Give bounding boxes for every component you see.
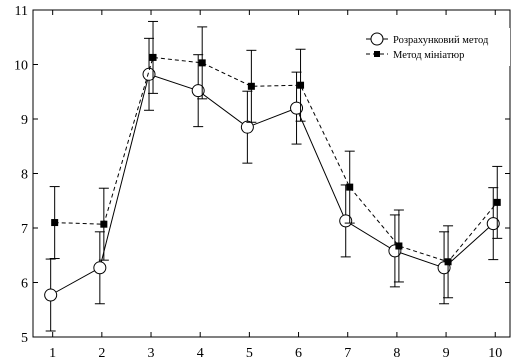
data-point bbox=[247, 82, 255, 90]
data-point bbox=[290, 101, 304, 115]
x-tick-label: 10 bbox=[488, 346, 502, 361]
data-point bbox=[149, 53, 157, 61]
legend-marker-series-2 bbox=[374, 51, 380, 57]
y-tick-label: 9 bbox=[21, 113, 28, 128]
legend: Розрахунковий метод Метод мініатюр bbox=[362, 28, 510, 66]
x-tick-label: 8 bbox=[393, 346, 400, 361]
x-tick-label: 3 bbox=[148, 346, 155, 361]
y-tick-label: 5 bbox=[21, 331, 28, 346]
series-line bbox=[54, 56, 498, 263]
legend-label-series-1: Розрахунковий метод bbox=[393, 35, 489, 46]
data-point bbox=[339, 214, 353, 228]
data-point bbox=[51, 219, 59, 227]
x-tick-label: 9 bbox=[443, 346, 450, 361]
y-tick-label: 7 bbox=[21, 222, 28, 237]
x-tick-label: 4 bbox=[197, 346, 204, 361]
x-tick-label: 6 bbox=[295, 346, 302, 361]
data-point bbox=[346, 183, 354, 191]
x-tick-label: 5 bbox=[246, 346, 253, 361]
data-point bbox=[240, 120, 254, 134]
y-tick-label: 10 bbox=[14, 59, 28, 74]
y-tick-label: 8 bbox=[21, 168, 28, 183]
data-point bbox=[444, 258, 452, 266]
series-layer bbox=[44, 20, 503, 332]
data-point bbox=[44, 288, 58, 302]
data-point bbox=[100, 220, 108, 228]
legend-label-series-2: Метод мініатюр bbox=[393, 50, 464, 61]
legend-box bbox=[362, 28, 510, 66]
data-point bbox=[93, 261, 107, 275]
y-tick-label: 6 bbox=[21, 277, 28, 292]
x-tick-label: 7 bbox=[344, 346, 351, 361]
data-point bbox=[297, 81, 305, 89]
data-point bbox=[493, 198, 501, 206]
x-tick-label: 2 bbox=[98, 346, 105, 361]
data-point bbox=[395, 242, 403, 250]
data-point bbox=[486, 217, 500, 231]
data-point bbox=[191, 84, 205, 98]
x-tick-label: 1 bbox=[49, 346, 56, 361]
data-point bbox=[142, 67, 156, 81]
y-tick-label: 11 bbox=[15, 4, 28, 19]
data-point bbox=[198, 59, 206, 67]
legend-marker-series-1 bbox=[370, 32, 384, 46]
series-1 bbox=[44, 37, 500, 332]
series-2 bbox=[49, 20, 503, 299]
series-line bbox=[50, 73, 494, 296]
